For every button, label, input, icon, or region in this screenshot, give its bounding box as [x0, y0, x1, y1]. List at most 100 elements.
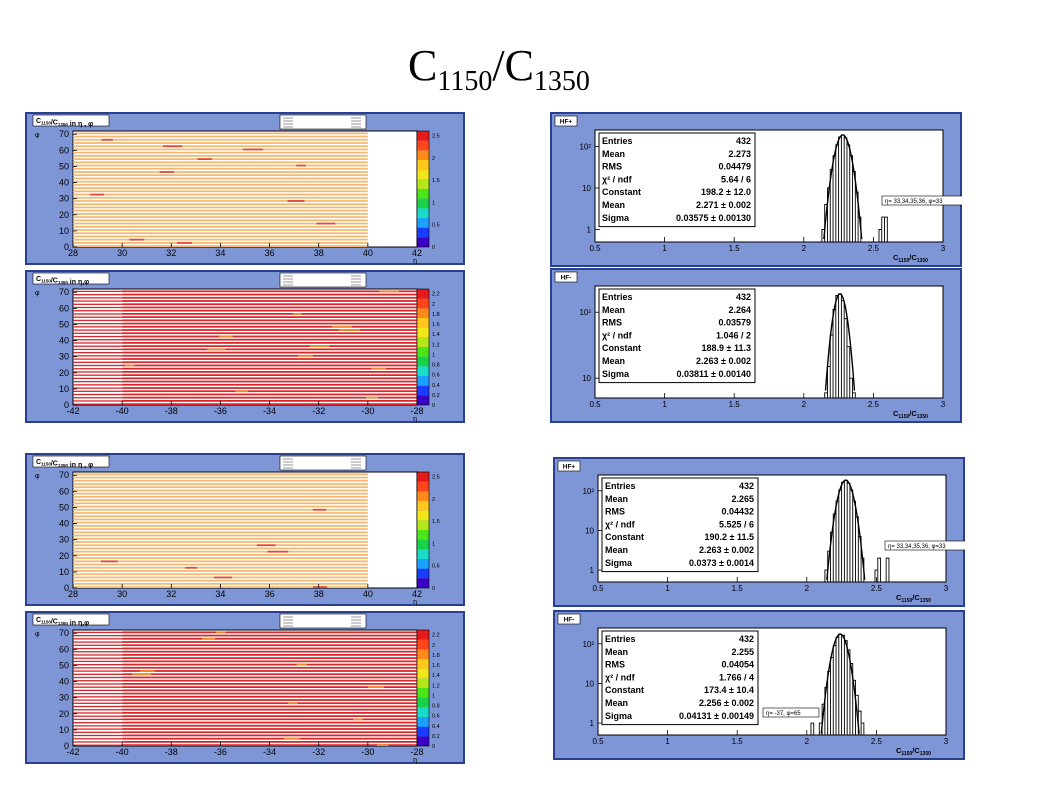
palette-tick-label: 1 [432, 352, 435, 358]
x-axis-label: η [413, 416, 417, 423]
x-tick-label: -28 [410, 406, 423, 416]
stats-key: Mean [605, 698, 628, 708]
map-row-band [73, 547, 368, 550]
xlabel-part: C [893, 253, 899, 262]
map-row-band [73, 222, 368, 225]
map-row-stub [73, 647, 123, 650]
map-hot-cell [101, 138, 113, 141]
map-row-stub [73, 734, 123, 737]
histo-tag: HF+ [563, 464, 576, 471]
histo-fit-curve [820, 633, 860, 734]
xlabel-part: 1350 [920, 751, 931, 757]
y-tick-label: 70 [59, 628, 69, 638]
map-hot-cell [296, 663, 307, 666]
map-hot-cell [243, 148, 263, 151]
x-tick-label: -40 [116, 747, 129, 757]
palette-tick-label: 1.2 [432, 683, 440, 689]
map-row-band [122, 728, 418, 730]
histo-fit-curve [823, 134, 863, 240]
map-row-band [122, 734, 418, 737]
y-tick-label: 50 [59, 502, 69, 512]
palette-cell [417, 208, 429, 218]
map-hot-cell [257, 544, 276, 547]
x-tick-label: 34 [215, 589, 225, 599]
map-row-stub [73, 634, 123, 637]
x-tick-label: -30 [361, 747, 374, 757]
histo-tag: HF- [561, 275, 572, 282]
map-row-stub [73, 393, 123, 396]
map-row-band [73, 537, 368, 540]
map-row-stub [73, 738, 123, 740]
map-hot-cell [284, 737, 300, 740]
title-part: in η,φ [68, 620, 89, 627]
map-hot-cell [379, 290, 400, 293]
map-row-stub [73, 667, 123, 669]
x-tick-label: 2.5 [871, 584, 883, 593]
x-tick-label: -32 [312, 406, 325, 416]
map-row-band [122, 351, 418, 354]
stats-key: RMS [605, 507, 625, 517]
stats-key: Mean [602, 200, 625, 210]
map-row-stub [73, 670, 123, 672]
palette-tick-label: 0.4 [432, 383, 440, 389]
y-tick-label: 0 [64, 583, 69, 593]
palette-tick-label: 2 [432, 497, 435, 503]
map-row-band [73, 142, 368, 144]
map-hot-cell [129, 238, 145, 241]
map-row-band [73, 525, 368, 527]
map-hot-cell [132, 673, 152, 676]
map-row-stub [73, 316, 123, 318]
map-row-stub [73, 364, 123, 367]
palette-tick-label: 1.6 [432, 322, 440, 328]
stats-key: χ² / ndf [602, 174, 633, 184]
palette-cell [417, 318, 429, 328]
map-row-band [73, 138, 368, 141]
palette-tick-label: 0 [432, 245, 435, 251]
map-hot-cell [124, 364, 135, 367]
y-tick-label: 10 [585, 526, 594, 535]
map-row-band [73, 554, 368, 556]
map-row-band [122, 380, 418, 383]
x-tick-label: 38 [314, 589, 324, 599]
palette-tick-label: 1.4 [432, 673, 440, 679]
map-row-stub [73, 657, 123, 659]
stats-value: 2.255 [731, 647, 754, 657]
map-row-band [122, 358, 418, 360]
palette-cell [417, 481, 429, 492]
map-row-band [122, 329, 418, 331]
map-row-band [73, 242, 368, 244]
map-row-band [73, 550, 368, 553]
map-row-band [73, 544, 368, 547]
palette-cell [417, 179, 429, 189]
x-tick-label: 1 [665, 737, 670, 746]
map-row-stub [73, 709, 123, 711]
title-part: C [36, 276, 41, 283]
map-row-band [122, 654, 418, 656]
y-tick-label: 30 [59, 693, 69, 703]
map-row-stub [73, 293, 123, 296]
y-tick-label: 60 [59, 145, 69, 155]
stats-value: 432 [739, 481, 754, 491]
map-row-stub [73, 728, 123, 730]
palette-cell [417, 688, 429, 698]
map-row-band [73, 161, 368, 164]
map-row-band [73, 219, 368, 222]
note-text: η= -37, φ=65 [766, 711, 801, 717]
map-row-stub [73, 348, 123, 351]
map-row-band [122, 322, 418, 325]
y-tick-label: 10 [59, 725, 69, 735]
histo-tag-box [554, 271, 578, 283]
palette-tick-label: 0 [432, 403, 435, 409]
stats-key: Entries [605, 481, 636, 491]
y-tick-label: 70 [59, 470, 69, 480]
histo-fit-curve [824, 293, 856, 391]
palette-tick-label: 1.5 [432, 519, 440, 525]
map-row-band [73, 489, 368, 492]
map-row-band [73, 148, 368, 151]
y-tick-label: 70 [59, 129, 69, 139]
x-tick-label: 2 [802, 244, 807, 253]
palette-tick-label: 1.8 [432, 653, 440, 659]
x-tick-label: 3 [941, 244, 946, 253]
map-row-band [73, 184, 368, 186]
map-row-band [73, 534, 368, 537]
